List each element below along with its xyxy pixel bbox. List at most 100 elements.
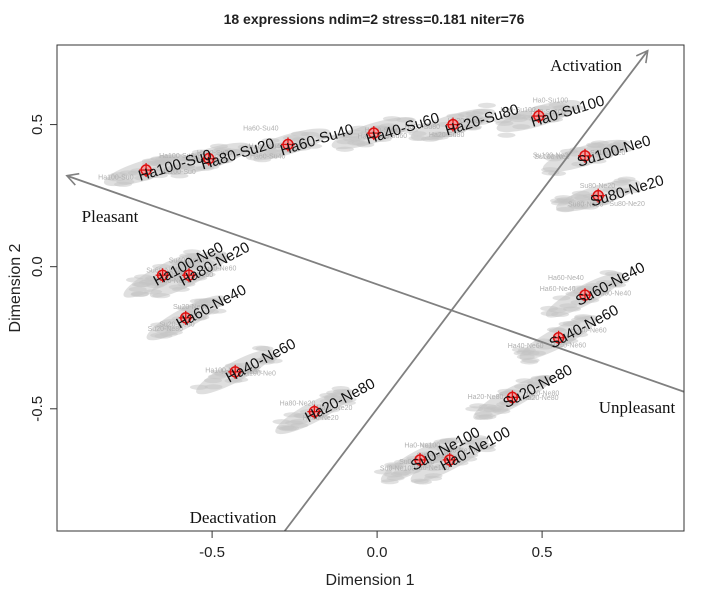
dimension-labels: Activation Deactivation Pleasant Unpleas… xyxy=(82,56,676,527)
cloud-text: Ha0-Ne100 xyxy=(404,443,440,450)
cloud-dot xyxy=(457,112,476,118)
cloud-text: Ha100-Ne0 xyxy=(240,370,276,377)
cloud-text: Ha40-Su60 xyxy=(364,127,400,134)
cloud-dot xyxy=(550,105,569,111)
cloud-dot xyxy=(278,426,297,432)
chart-title: 18 expressions ndim=2 stress=0.181 niter… xyxy=(224,11,525,27)
cloud-dot xyxy=(315,134,334,140)
cloud-dot xyxy=(176,164,195,170)
cloud-dot xyxy=(552,295,571,301)
x-axis-label: Dimension 1 xyxy=(326,572,415,589)
cloud-dot xyxy=(176,305,195,311)
cloud-dot xyxy=(586,142,605,148)
cloud-text: Su20-Ne80 xyxy=(148,326,184,333)
cloud-dot xyxy=(146,282,165,289)
cloud-dot xyxy=(408,135,427,141)
cloud-dot xyxy=(244,368,263,375)
cloud-dot xyxy=(144,289,163,295)
cloud-text: Su60-Ne40 xyxy=(157,271,193,278)
point-ha20-su80 xyxy=(446,117,460,132)
y-tick-label: 0.5 xyxy=(29,114,46,135)
cloud-dot xyxy=(496,401,515,408)
cloud-text: Ha60-Su40 xyxy=(249,143,285,150)
point-ha80-su20 xyxy=(201,151,216,166)
cloud-text: Ha80-Ne20 xyxy=(303,415,339,422)
dimension-arrows xyxy=(65,49,685,532)
cloud-dot xyxy=(385,464,404,470)
cloud-dot xyxy=(547,154,566,160)
cloud-text: Ha100-Su0 xyxy=(98,174,134,181)
cloud-text: Su0-Ne100 xyxy=(417,452,453,459)
y-tick-label: 0.0 xyxy=(29,256,46,277)
cloud-dot xyxy=(516,354,535,360)
cloud-dot xyxy=(258,144,277,151)
cloud-dot xyxy=(170,173,189,179)
cloud-text: Su100-Ne0 xyxy=(533,153,569,160)
cloud-dot xyxy=(478,414,497,420)
cloud-dot xyxy=(410,478,429,484)
cloud-dot xyxy=(559,303,578,309)
cloud-dot xyxy=(570,299,589,305)
point-su80-ne20 xyxy=(591,188,606,203)
cloud-dot xyxy=(512,114,531,120)
point-ha40-ne60 xyxy=(228,364,243,379)
cloud-dot xyxy=(534,338,553,344)
cloud-dot xyxy=(514,384,533,390)
cloud-dot xyxy=(162,325,181,331)
cloud-text: Ha60-Su40 xyxy=(243,126,279,133)
label-ha40-su60: Ha40-Su60 xyxy=(364,109,442,147)
cloud-dot xyxy=(164,329,183,335)
cloud-dot xyxy=(533,105,552,111)
cloud-dot xyxy=(424,475,443,481)
cloud-dot xyxy=(203,298,222,304)
cloud-text: Ha40-Ne60 xyxy=(571,328,607,335)
point-su0-ne100 xyxy=(413,452,427,467)
cloud-dot xyxy=(493,118,512,124)
cloud-dot xyxy=(497,132,516,138)
activation-label: Activation xyxy=(550,56,622,75)
cloud-dot xyxy=(608,142,627,148)
cloud-dot xyxy=(351,140,370,146)
cloud-dot xyxy=(128,286,147,292)
point-ha40-su60 xyxy=(366,126,381,141)
cloud-text: Ha0-Ne100 xyxy=(414,465,450,472)
dimension-arrow-activation xyxy=(283,49,649,532)
cloud-text: Ha0-Su100 xyxy=(533,98,569,105)
cloud-dot xyxy=(207,254,226,260)
cloud-dot xyxy=(191,149,210,155)
cloud-text: Ha60-Su40 xyxy=(250,154,286,161)
point-su20-ne80 xyxy=(505,390,520,405)
cloud-text: Ha80-Ne20 xyxy=(317,405,353,412)
cloud-dot xyxy=(551,311,570,318)
cloud-dot xyxy=(570,332,589,338)
cloud-dot xyxy=(571,190,590,196)
cloud-text: Su20-Ne80 xyxy=(159,321,195,328)
point-ha80-ne20 xyxy=(182,268,196,283)
x-axis: -0.5 0.0 0.5 xyxy=(199,530,553,561)
cloud-dot xyxy=(345,129,364,135)
cloud-dot xyxy=(185,253,204,259)
cloud-dot xyxy=(250,151,269,157)
cloud-dot xyxy=(476,444,495,450)
cloud-dot xyxy=(283,412,302,418)
point-ha20-ne80 xyxy=(307,404,322,419)
point-su40-ne60 xyxy=(551,330,566,345)
cloud-text: Ha20-Ne80 xyxy=(468,394,504,401)
cloud-dot xyxy=(125,277,144,283)
cloud-dot xyxy=(548,327,567,334)
cloud-dot xyxy=(348,135,367,142)
cloud-text: Su60-Ne40 xyxy=(155,278,191,285)
cloud-dot xyxy=(208,308,227,314)
cloud-dot xyxy=(191,314,210,320)
point-ha60-su40 xyxy=(281,137,295,152)
cloud-dot xyxy=(556,206,575,213)
dimension-arrow-pleasant xyxy=(65,172,685,393)
cloud-dot xyxy=(545,116,564,123)
cloud-dot xyxy=(384,472,403,478)
cloud-text: Ha20-Su80 xyxy=(447,118,483,125)
cloud-dot xyxy=(321,407,340,413)
y-axis-label: Dimension 2 xyxy=(7,243,24,332)
cloud-dot xyxy=(224,378,243,384)
y-axis: -0.5 0.0 0.5 xyxy=(29,114,57,422)
cloud-dot xyxy=(470,119,489,126)
